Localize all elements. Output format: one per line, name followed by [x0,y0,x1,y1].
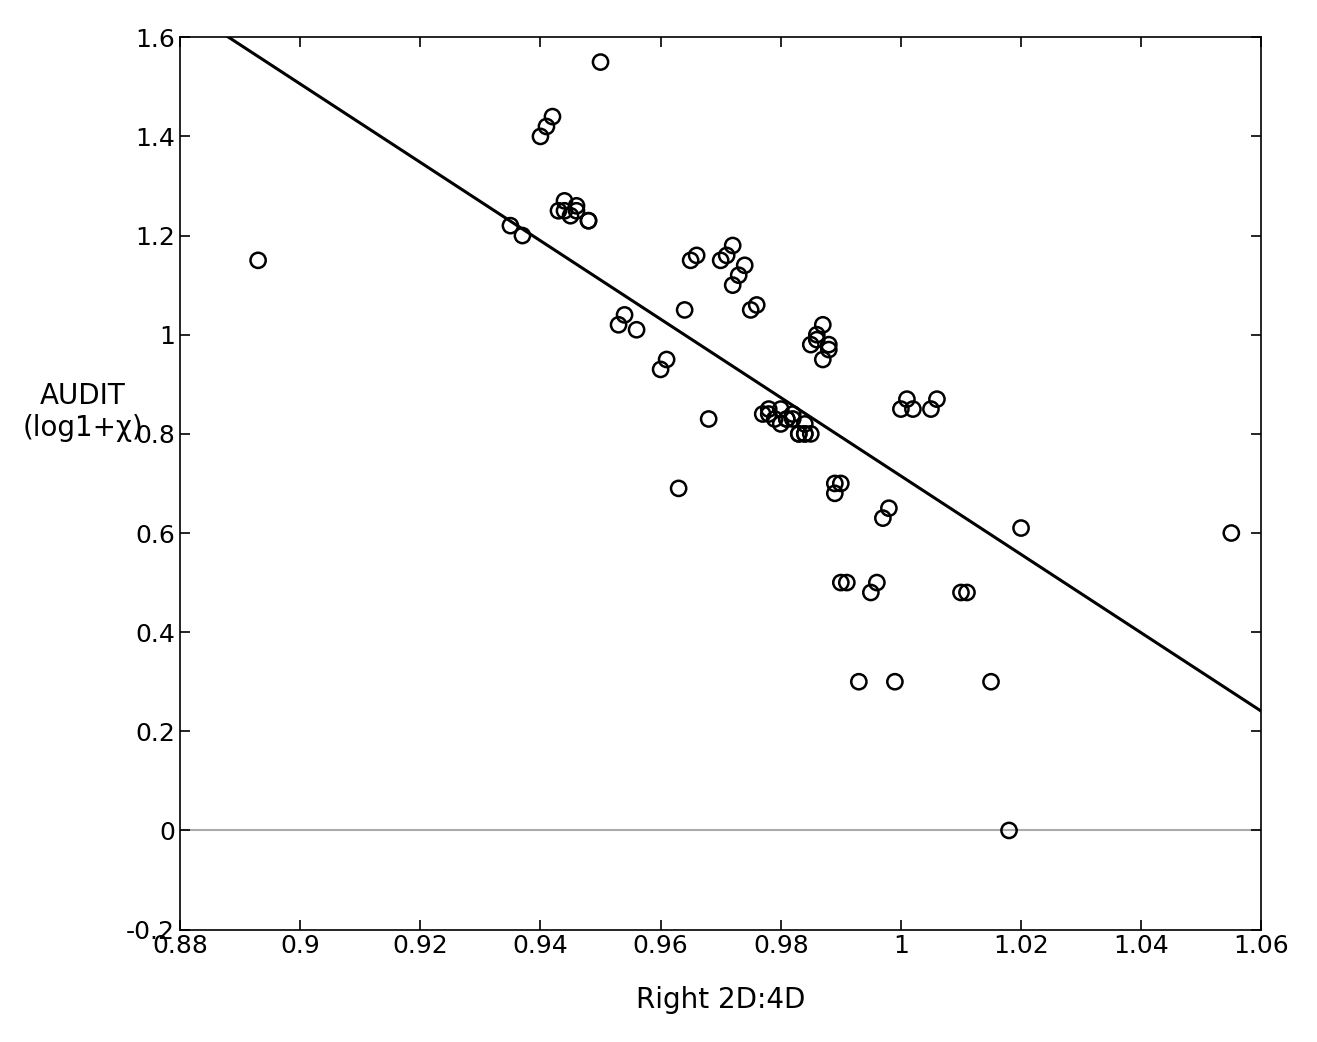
Point [794,416,815,432]
Point [566,198,587,215]
Point [752,405,773,422]
Point [1221,525,1242,542]
Point [956,585,977,601]
Point [710,252,731,269]
Point [1010,520,1031,537]
Point [686,247,707,264]
Point [759,405,780,422]
Point [776,411,797,427]
Point [680,252,701,269]
Point [824,475,846,492]
Point [656,351,677,368]
X-axis label: Right 2D:4D: Right 2D:4D [636,986,806,1014]
Point [608,317,630,333]
Point [541,108,562,125]
Point [806,331,827,348]
Point [884,673,905,690]
Y-axis label: AUDIT
(log1+χ): AUDIT (log1+χ) [22,381,144,442]
Point [867,574,888,591]
Point [926,391,947,407]
Point [728,267,749,283]
Point [848,673,869,690]
Point [747,297,768,314]
Point [548,202,569,219]
Point [782,411,803,427]
Point [998,822,1019,839]
Point [830,475,851,492]
Point [529,128,551,145]
Point [698,411,719,427]
Point [794,425,815,442]
Point [794,425,815,442]
Point [578,213,599,229]
Point [554,193,576,209]
Point [878,500,900,517]
Point [813,317,834,333]
Point [789,425,810,442]
Point [759,401,780,418]
Point [951,585,972,601]
Point [770,416,792,432]
Point [770,401,792,418]
Point [566,202,587,219]
Point [801,337,822,353]
Point [500,218,522,234]
Point [813,351,834,368]
Point [824,485,846,501]
Point [902,401,923,418]
Point [921,401,942,418]
Point [890,401,911,418]
Point [614,306,635,323]
Point [578,213,599,229]
Point [818,341,839,357]
Point [734,257,755,274]
Point [722,277,743,294]
Point [554,202,576,219]
Point [830,574,851,591]
Point [716,247,738,264]
Point [789,425,810,442]
Point [722,238,743,254]
Point [860,585,881,601]
Point [248,252,269,269]
Point [626,321,647,338]
Point [651,362,672,378]
Point [674,301,695,318]
Point [980,673,1001,690]
Point [668,480,689,497]
Point [512,227,533,244]
Point [740,301,761,318]
Point [818,337,839,353]
Point [836,574,857,591]
Point [590,54,611,71]
Point [782,405,803,422]
Point [801,425,822,442]
Point [872,510,893,526]
Point [897,391,918,407]
Point [764,411,785,427]
Point [560,207,581,224]
Point [536,118,557,134]
Point [776,411,797,427]
Point [806,326,827,343]
